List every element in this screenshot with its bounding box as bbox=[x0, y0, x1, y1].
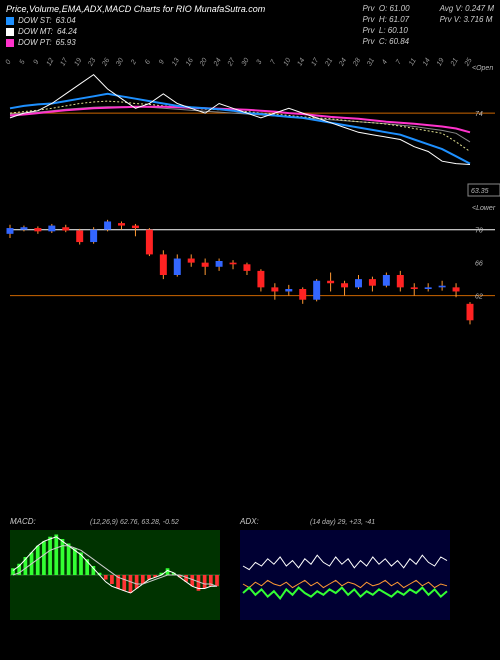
svg-text:31: 31 bbox=[366, 57, 376, 67]
svg-text:(12,26,9) 62.76, 63.28, -0.52: (12,26,9) 62.76, 63.28, -0.52 bbox=[90, 519, 179, 526]
svg-text:9: 9 bbox=[158, 59, 166, 66]
svg-text:27: 27 bbox=[226, 56, 237, 68]
svg-text:13: 13 bbox=[171, 57, 181, 67]
svg-text:7: 7 bbox=[395, 58, 404, 66]
svg-text:5: 5 bbox=[19, 59, 27, 66]
svg-text:0: 0 bbox=[5, 59, 13, 66]
legend-pt: DOW PT: 65.93 bbox=[6, 38, 362, 47]
svg-text:26: 26 bbox=[101, 57, 112, 68]
svg-text:MACD:: MACD: bbox=[10, 517, 36, 526]
legend-st-color bbox=[6, 17, 14, 25]
svg-text:19: 19 bbox=[436, 57, 446, 67]
legend-mt: DOW MT: 64.24 bbox=[6, 27, 362, 36]
svg-text:74: 74 bbox=[475, 111, 483, 118]
svg-text:14: 14 bbox=[296, 57, 306, 67]
legend-pt-color bbox=[6, 39, 14, 47]
svg-text:63.35: 63.35 bbox=[471, 188, 489, 195]
svg-text:11: 11 bbox=[408, 57, 418, 67]
svg-text:17: 17 bbox=[59, 56, 70, 67]
svg-text:66: 66 bbox=[475, 261, 483, 268]
stats-block: Prv O: 61.00 Prv H: 61.07 Prv L: 60.10 P… bbox=[362, 4, 494, 48]
svg-text:4: 4 bbox=[381, 59, 389, 66]
svg-text:6: 6 bbox=[144, 59, 152, 66]
svg-text:23: 23 bbox=[87, 57, 98, 68]
svg-text:<Lower: <Lower bbox=[472, 205, 496, 212]
svg-text:28: 28 bbox=[352, 57, 363, 68]
svg-text:<Open: <Open bbox=[472, 65, 493, 72]
svg-text:9: 9 bbox=[33, 59, 41, 66]
svg-text:12: 12 bbox=[46, 57, 56, 67]
svg-text:3: 3 bbox=[256, 59, 264, 66]
svg-text:30: 30 bbox=[115, 57, 125, 67]
svg-text:14: 14 bbox=[422, 57, 432, 67]
svg-text:7: 7 bbox=[270, 58, 279, 66]
svg-text:20: 20 bbox=[198, 57, 209, 68]
svg-text:70: 70 bbox=[475, 228, 483, 235]
svg-text:(14 day) 29, +23, -41: (14 day) 29, +23, -41 bbox=[310, 519, 375, 526]
svg-text:24: 24 bbox=[212, 57, 223, 68]
legend-mt-color bbox=[6, 28, 14, 36]
svg-text:30: 30 bbox=[241, 57, 251, 67]
svg-text:24: 24 bbox=[338, 57, 349, 68]
svg-text:19: 19 bbox=[73, 57, 83, 67]
legend-st: DOW ST: 63.04 bbox=[6, 16, 362, 25]
svg-text:17: 17 bbox=[310, 56, 321, 67]
svg-text:21: 21 bbox=[449, 57, 460, 68]
chart-header: Price,Volume,EMA,ADX,MACD Charts for RIO… bbox=[0, 0, 500, 52]
svg-text:ADX:: ADX: bbox=[239, 517, 259, 526]
svg-text:21: 21 bbox=[324, 57, 335, 68]
svg-text:2: 2 bbox=[130, 59, 139, 67]
svg-text:62: 62 bbox=[475, 294, 483, 301]
chart-title: Price,Volume,EMA,ADX,MACD Charts for RIO… bbox=[6, 4, 362, 14]
svg-text:16: 16 bbox=[185, 57, 195, 67]
charts-area: 0591217192326302691316202427303710141721… bbox=[0, 55, 500, 655]
svg-text:10: 10 bbox=[283, 57, 293, 67]
